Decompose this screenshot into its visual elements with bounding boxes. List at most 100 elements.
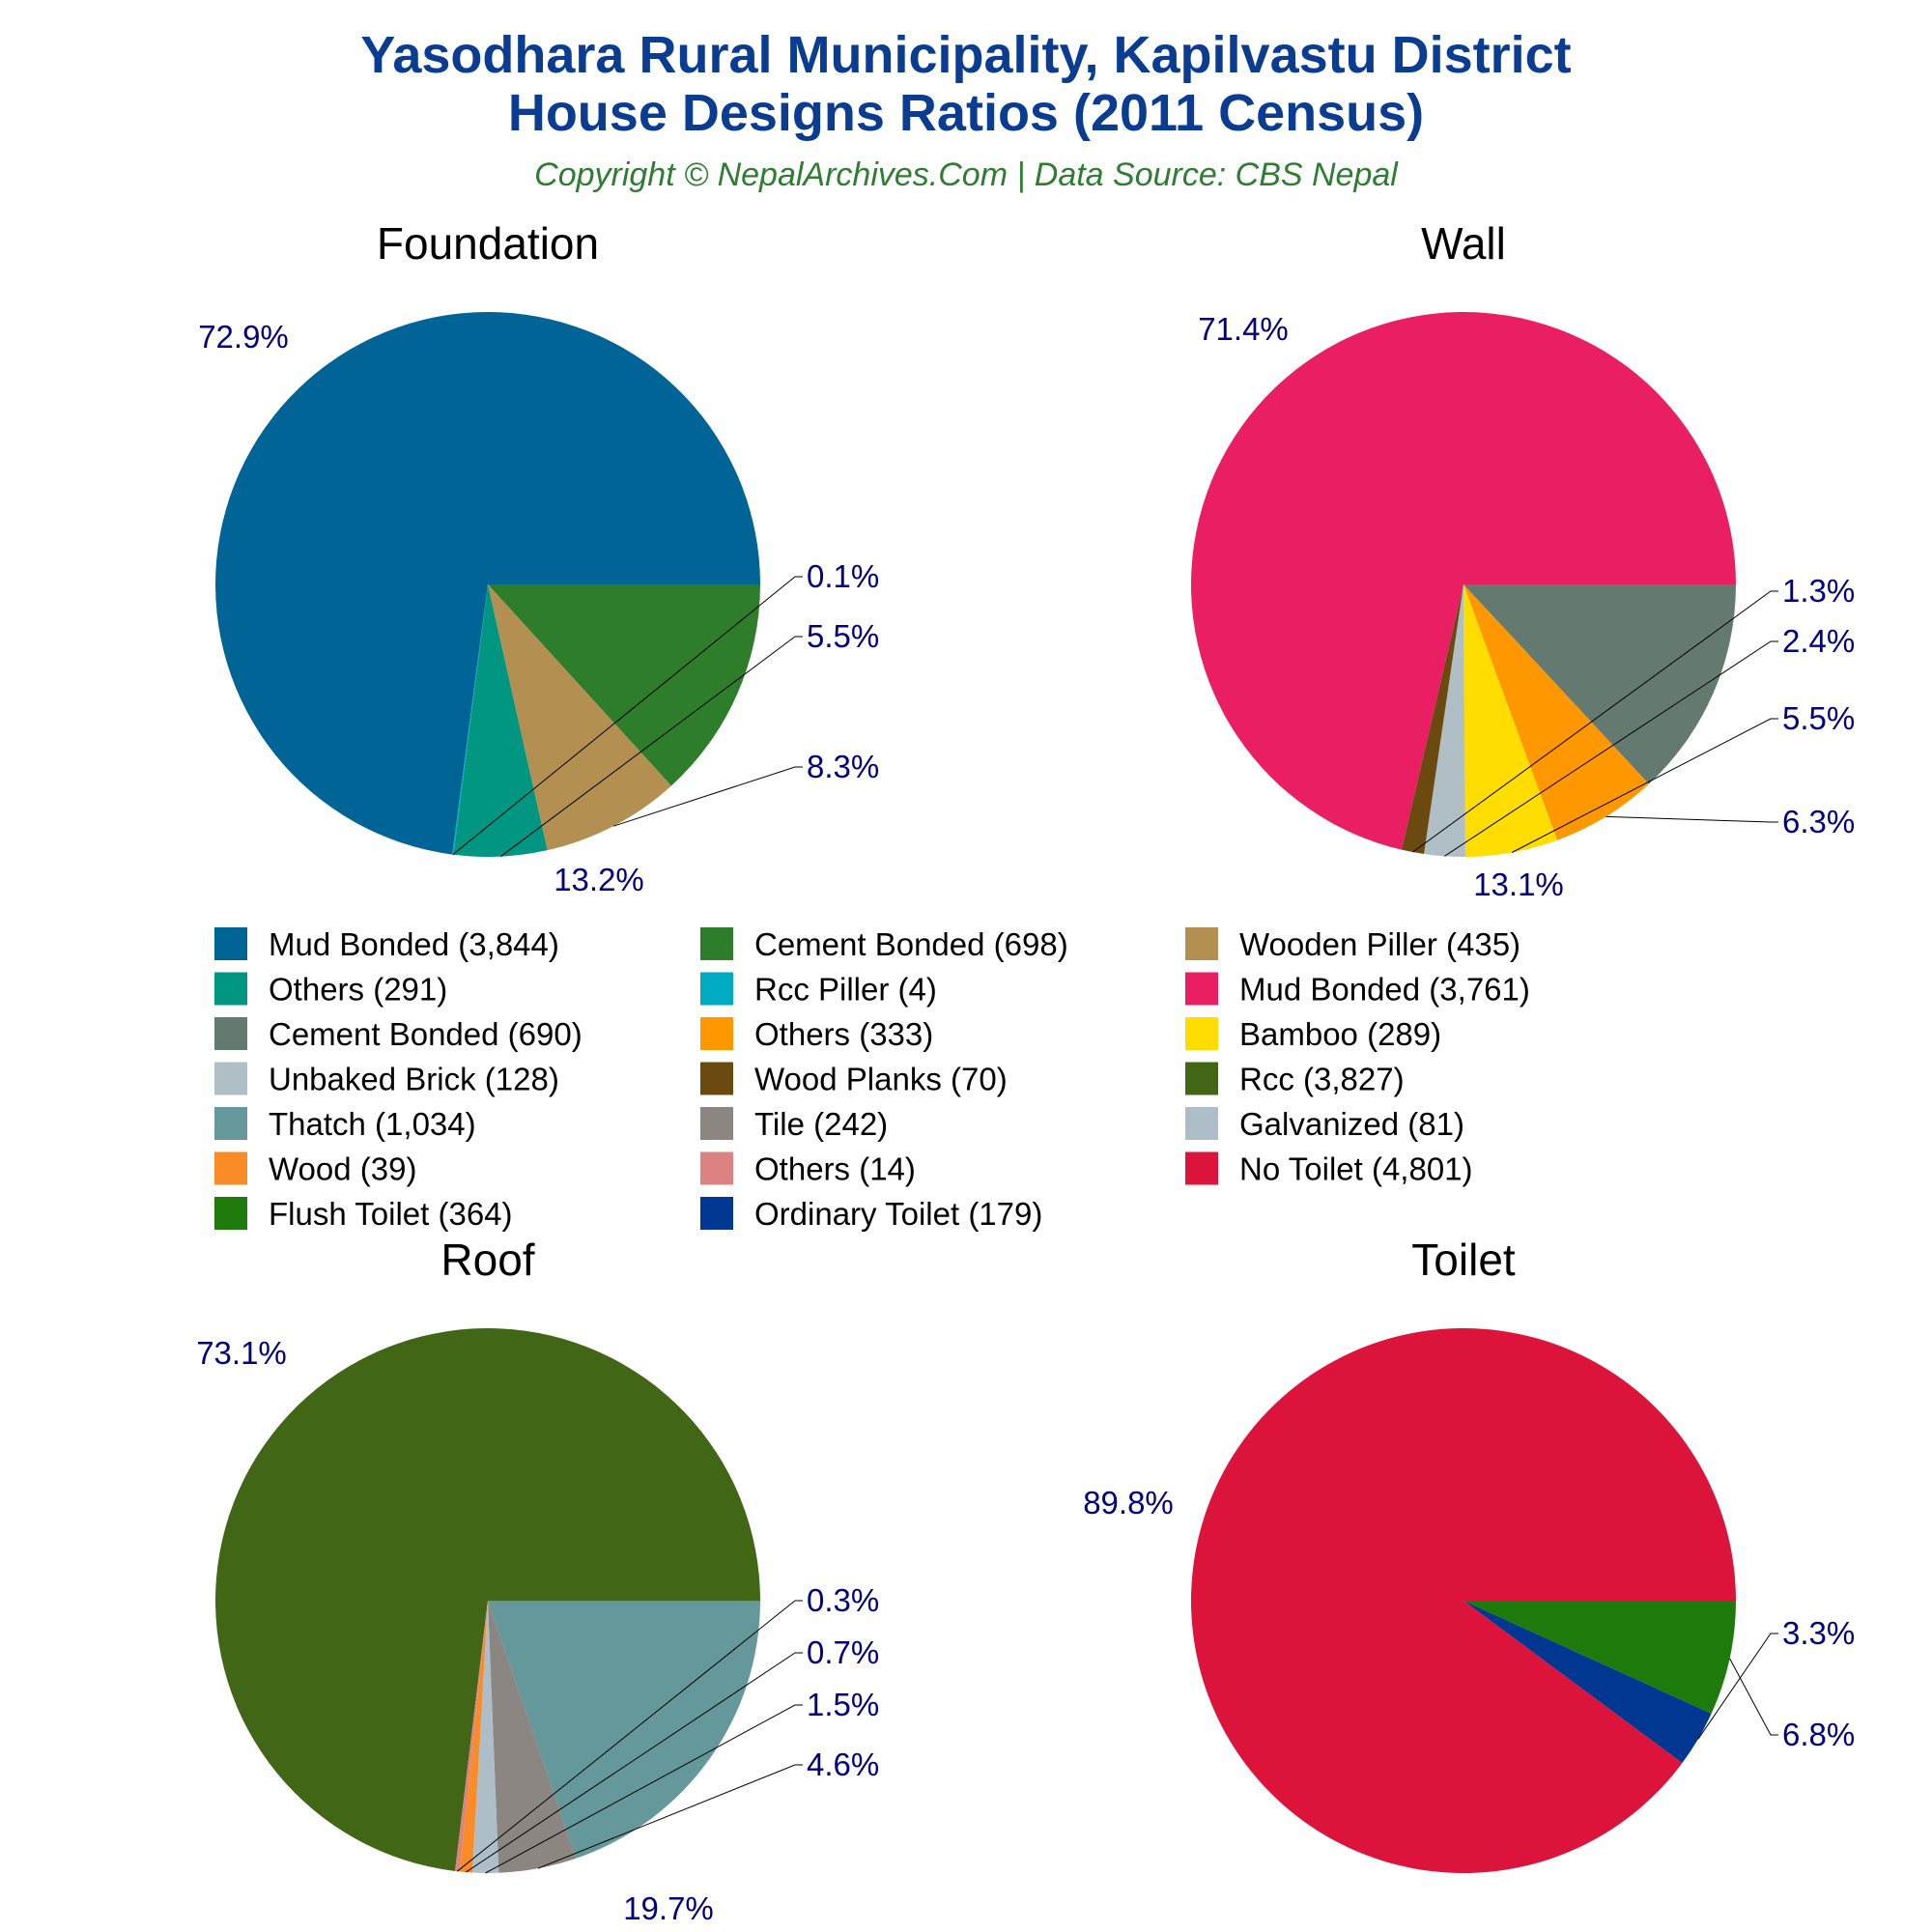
chart-title-line-1: Yasodhara Rural Municipality, Kapilvastu… bbox=[360, 26, 1571, 84]
legend-item: Ordinary Toilet (179) bbox=[700, 1196, 1042, 1232]
legend-label: Wood Planks (70) bbox=[754, 1062, 1008, 1097]
legend-item: Cement Bonded (698) bbox=[700, 926, 1068, 962]
legend-item: Galvanized (81) bbox=[1185, 1106, 1464, 1142]
legend-item: Wood (39) bbox=[214, 1151, 416, 1187]
pie-slice-wall-wood-planks bbox=[1401, 584, 1463, 855]
data-label-roof-thatch: 19.7% bbox=[623, 1890, 714, 1926]
legend-item: No Toilet (4,801) bbox=[1185, 1151, 1473, 1187]
pie-slice-foundation-rcc-piller bbox=[452, 584, 488, 855]
legend: Mud Bonded (3,844) Cement Bonded (698) Woo… bbox=[214, 926, 1530, 1232]
data-label-roof-others: 0.3% bbox=[807, 1582, 879, 1618]
label-leader-wall-others bbox=[1605, 815, 1778, 823]
pie-wall: Wall 71.4% 13.1% 6.3% 5.5% 2.4% 1.3% bbox=[1191, 218, 1855, 902]
data-label-toilet-flush-toilet: 6.8% bbox=[1782, 1717, 1855, 1752]
legend-label: Others (291) bbox=[269, 972, 447, 1008]
data-label-wall-wood-planks: 1.3% bbox=[1782, 573, 1855, 609]
legend-swatch bbox=[1185, 1151, 1218, 1185]
pie-slice-roof-galvanized bbox=[471, 1601, 499, 1874]
label-leader-foundation-wooden-piller bbox=[612, 766, 803, 827]
pie-slice-foundation-wooden-piller bbox=[488, 584, 671, 851]
legend-swatch bbox=[214, 927, 247, 960]
pie-toilet: Toilet 89.8% 6.8% 3.3% bbox=[1083, 1235, 1855, 1874]
legend-label: Rcc (3,827) bbox=[1239, 1062, 1405, 1097]
pie-title-roof: Roof bbox=[440, 1235, 534, 1285]
legend-label: Cement Bonded (690) bbox=[269, 1016, 582, 1052]
pie-title-toilet: Toilet bbox=[1411, 1235, 1516, 1285]
data-label-roof-galvanized: 1.5% bbox=[807, 1687, 879, 1722]
data-label-foundation-rcc-piller: 0.1% bbox=[807, 558, 879, 594]
data-label-foundation-cement-bonded: 13.2% bbox=[554, 862, 644, 897]
label-leader-wall-unbaked-brick bbox=[1444, 640, 1778, 857]
legend-swatch bbox=[700, 1107, 733, 1140]
pie-slice-roof-wood bbox=[459, 1601, 488, 1873]
legend-item: Bamboo (289) bbox=[1185, 1016, 1441, 1052]
data-label-foundation-wooden-piller: 8.3% bbox=[807, 749, 879, 784]
legend-item: Wooden Piller (435) bbox=[1185, 926, 1520, 962]
data-label-wall-others: 6.3% bbox=[1782, 804, 1855, 839]
legend-item: Wood Planks (70) bbox=[700, 1062, 1008, 1097]
legend-swatch bbox=[1185, 927, 1218, 960]
legend-swatch bbox=[1185, 1107, 1218, 1140]
legend-swatch bbox=[214, 1107, 247, 1140]
data-label-roof-tile: 4.6% bbox=[807, 1747, 879, 1782]
legend-swatch bbox=[214, 1197, 247, 1230]
pie-slice-foundation-mud-bonded bbox=[214, 311, 760, 855]
legend-item: Tile (242) bbox=[700, 1106, 888, 1142]
label-leader-foundation-rcc-piller bbox=[452, 576, 803, 856]
pie-slice-wall-unbaked-brick bbox=[1424, 584, 1465, 857]
pie-slice-wall-bamboo bbox=[1463, 584, 1558, 857]
legend-swatch bbox=[1185, 972, 1218, 1006]
legend-label: Ordinary Toilet (179) bbox=[754, 1196, 1042, 1232]
legend-item: Thatch (1,034) bbox=[214, 1106, 476, 1142]
data-label-wall-mud-bonded: 71.4% bbox=[1198, 311, 1289, 347]
pie-slice-wall-cement-bonded bbox=[1463, 584, 1736, 784]
label-leader-roof-others bbox=[456, 1600, 803, 1872]
data-label-foundation-mud-bonded: 72.9% bbox=[198, 319, 289, 355]
chart-title-line-2: House Designs Ratios (2011 Census) bbox=[508, 84, 1424, 142]
legend-swatch bbox=[700, 1151, 733, 1185]
legend-swatch bbox=[214, 972, 247, 1006]
pie-slice-toilet-no-toilet bbox=[1190, 1328, 1736, 1874]
legend-label: Tile (242) bbox=[754, 1106, 888, 1142]
legend-item: Mud Bonded (3,761) bbox=[1185, 972, 1530, 1008]
label-leader-roof-tile bbox=[537, 1764, 803, 1869]
legend-item: Rcc Piller (4) bbox=[700, 972, 937, 1008]
legend-swatch bbox=[700, 927, 733, 960]
data-label-wall-cement-bonded: 13.1% bbox=[1473, 867, 1564, 902]
data-label-foundation-others: 5.5% bbox=[807, 618, 879, 654]
pie-roof: Roof 73.1% 19.7% 4.6% 1.5% 0.7% 0.3% bbox=[196, 1235, 879, 1926]
label-leader-toilet-flush-toilet bbox=[1729, 1658, 1778, 1736]
legend-item: Rcc (3,827) bbox=[1185, 1062, 1405, 1097]
label-leader-roof-wood bbox=[466, 1652, 803, 1873]
legend-swatch bbox=[700, 972, 733, 1006]
data-label-wall-bamboo: 5.5% bbox=[1782, 700, 1855, 736]
pie-slice-roof-others bbox=[455, 1601, 488, 1872]
legend-swatch bbox=[214, 1151, 247, 1185]
data-label-roof-wood: 0.7% bbox=[807, 1634, 879, 1670]
legend-swatch bbox=[700, 1197, 733, 1230]
pie-title-foundation: Foundation bbox=[377, 218, 599, 269]
legend-swatch bbox=[1185, 1017, 1218, 1050]
legend-swatch bbox=[700, 1062, 733, 1095]
legend-label: Thatch (1,034) bbox=[269, 1106, 476, 1142]
legend-label: Wood (39) bbox=[269, 1151, 416, 1187]
legend-item: Unbaked Brick (128) bbox=[214, 1062, 559, 1097]
pie-foundation: Foundation 72.9% 13.2% 8.3% 5.5% 0.1% bbox=[198, 218, 879, 897]
legend-label: Mud Bonded (3,761) bbox=[1239, 972, 1530, 1008]
legend-label: Rcc Piller (4) bbox=[754, 972, 937, 1008]
legend-label: Wooden Piller (435) bbox=[1239, 926, 1520, 962]
pie-slice-toilet-ordinary-toilet bbox=[1463, 1601, 1712, 1764]
label-leader-roof-galvanized bbox=[485, 1704, 803, 1874]
legend-item: Flush Toilet (364) bbox=[214, 1196, 513, 1232]
pie-slice-wall-mud-bonded bbox=[1191, 312, 1736, 850]
data-label-wall-unbaked-brick: 2.4% bbox=[1782, 623, 1855, 659]
pie-slice-foundation-cement-bonded bbox=[488, 584, 760, 786]
pie-slice-roof-rcc bbox=[214, 1327, 760, 1871]
pie-slice-roof-thatch bbox=[488, 1601, 760, 1859]
legend-swatch bbox=[214, 1062, 247, 1095]
pie-slice-foundation-others bbox=[453, 584, 548, 857]
chart-subtitle: Copyright © NepalArchives.Com | Data Sou… bbox=[534, 156, 1399, 193]
label-leader-wall-wood-planks bbox=[1412, 590, 1778, 853]
legend-label: No Toilet (4,801) bbox=[1239, 1151, 1473, 1187]
